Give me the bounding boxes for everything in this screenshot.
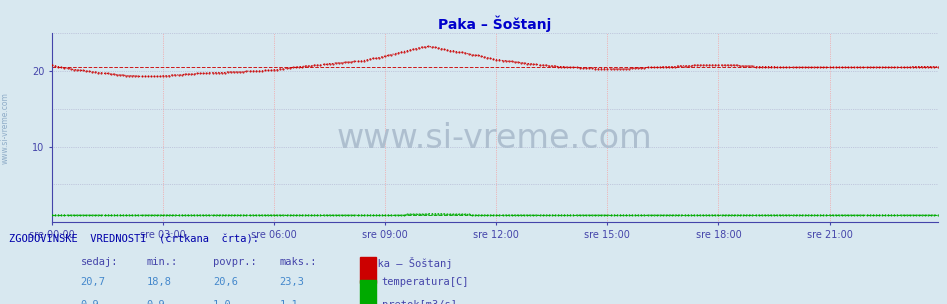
Bar	[360, 257, 376, 283]
Text: temperatura[C]: temperatura[C]	[382, 277, 469, 287]
Text: 1,1: 1,1	[279, 300, 298, 304]
Text: 18,8: 18,8	[147, 277, 171, 287]
Text: sedaj:: sedaj:	[80, 257, 118, 267]
Text: 0,9: 0,9	[147, 300, 166, 304]
Text: www.si-vreme.com: www.si-vreme.com	[337, 123, 652, 155]
Text: 1,0: 1,0	[213, 300, 232, 304]
Text: 20,6: 20,6	[213, 277, 238, 287]
Text: pretok[m3/s]: pretok[m3/s]	[382, 300, 456, 304]
Text: min.:: min.:	[147, 257, 178, 267]
Text: 20,7: 20,7	[80, 277, 105, 287]
Text: www.si-vreme.com: www.si-vreme.com	[0, 92, 9, 164]
Text: povpr.:: povpr.:	[213, 257, 257, 267]
Text: Paka – Šoštanj: Paka – Šoštanj	[365, 257, 452, 269]
Text: 23,3: 23,3	[279, 277, 304, 287]
Bar	[360, 280, 376, 304]
Text: maks.:: maks.:	[279, 257, 317, 267]
Title: Paka – Šoštanj: Paka – Šoštanj	[438, 16, 551, 32]
Text: 0,9: 0,9	[80, 300, 99, 304]
Text: ZGODOVINSKE  VREDNOSTI  (črtkana  črta):: ZGODOVINSKE VREDNOSTI (črtkana črta):	[9, 234, 259, 244]
